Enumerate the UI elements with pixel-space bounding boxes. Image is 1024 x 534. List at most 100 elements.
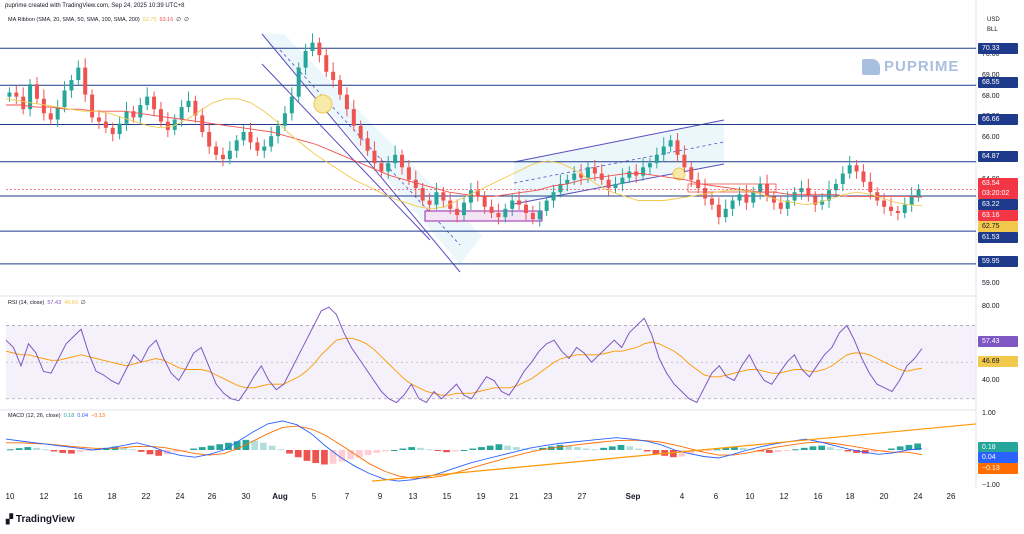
time-tick-label: 21 bbox=[509, 492, 519, 501]
candle-body bbox=[234, 140, 239, 151]
macd-tick-label: −1.00 bbox=[982, 482, 1000, 490]
price-badge: 63.16 bbox=[978, 210, 1018, 221]
macd-histogram-bar bbox=[129, 449, 136, 451]
ma-value-2: 63.16 bbox=[159, 17, 174, 23]
macd-histogram-bar bbox=[591, 449, 599, 451]
candle-body bbox=[338, 80, 343, 95]
macd-histogram-bar bbox=[268, 445, 276, 450]
time-tick-label: 27 bbox=[577, 492, 587, 501]
macd-histogram-bar bbox=[617, 444, 625, 450]
candle-body bbox=[152, 96, 157, 110]
candle-body bbox=[861, 171, 866, 182]
macd-histogram-bar bbox=[312, 450, 320, 464]
candle-body bbox=[220, 154, 225, 159]
candle-body bbox=[668, 140, 673, 147]
ascending-channel-line bbox=[513, 163, 725, 205]
macd-histogram-bar bbox=[294, 450, 302, 458]
macd-histogram-bar bbox=[207, 445, 215, 450]
macd-trend-line bbox=[371, 423, 977, 482]
macd-histogram-bar bbox=[678, 450, 686, 457]
macd-histogram-bar bbox=[347, 450, 354, 460]
candle-body bbox=[448, 200, 453, 209]
macd-histogram-bar bbox=[286, 450, 293, 454]
candle-body bbox=[475, 190, 480, 197]
time-tick-label: 18 bbox=[845, 492, 855, 501]
candle-body bbox=[165, 121, 170, 130]
ma-value-4: ∅ bbox=[184, 17, 189, 23]
candle-body bbox=[613, 183, 618, 189]
time-tick-label: Sep bbox=[625, 492, 641, 501]
macd-histogram-bar bbox=[85, 450, 93, 451]
price-badge: 64.87 bbox=[978, 151, 1018, 162]
candle-body bbox=[317, 42, 322, 56]
candle-body bbox=[799, 188, 804, 193]
macd-histogram-bar bbox=[259, 442, 267, 450]
candle-body bbox=[227, 150, 232, 159]
macd-histogram-bar bbox=[643, 450, 651, 452]
candle-body bbox=[262, 146, 267, 151]
macd-legend[interactable]: MACD (12, 26, close) 0.18 0.04 −0.13 bbox=[8, 413, 108, 419]
macd-histogram-bar bbox=[451, 450, 459, 452]
macd-histogram-bar bbox=[765, 450, 773, 453]
candle-body bbox=[716, 204, 721, 218]
candle-body bbox=[833, 183, 838, 191]
candle-body bbox=[289, 96, 294, 114]
candle-body bbox=[785, 200, 790, 209]
macd-histogram-bar bbox=[713, 449, 721, 451]
candle-body bbox=[214, 146, 219, 155]
candle-body bbox=[48, 113, 53, 120]
currency-code: USD bbox=[987, 17, 1000, 23]
candle-body bbox=[723, 208, 728, 218]
macd-histogram-bar bbox=[905, 444, 913, 450]
rsi-value-3: ∅ bbox=[80, 300, 86, 306]
rsi-badge: 57.43 bbox=[978, 336, 1018, 347]
tradingview-logo[interactable]: ▞ TradingView bbox=[6, 514, 75, 525]
highlight-circle bbox=[313, 94, 333, 114]
macd-histogram-bar bbox=[146, 450, 154, 455]
resistance-box bbox=[687, 183, 777, 193]
chart-header: puprime created with TradingView.com, Se… bbox=[5, 3, 185, 9]
candle-body bbox=[241, 132, 246, 141]
candle-body bbox=[902, 204, 907, 213]
consolidation-box bbox=[424, 210, 543, 222]
ma-value-1: 62.75 bbox=[142, 17, 157, 23]
candle-body bbox=[393, 154, 398, 164]
candle-body bbox=[7, 92, 12, 97]
candle-body bbox=[55, 107, 60, 120]
candle-body bbox=[806, 188, 811, 197]
candle-body bbox=[344, 94, 349, 110]
tv-icon: ▞ bbox=[6, 514, 13, 524]
rsi-value: 57.43 bbox=[47, 300, 62, 306]
macd-histogram-bar bbox=[41, 449, 49, 451]
candle-body bbox=[820, 200, 825, 205]
candle-body bbox=[83, 67, 88, 95]
macd-histogram-bar bbox=[582, 448, 590, 450]
time-tick-label: 13 bbox=[408, 492, 418, 501]
candle-body bbox=[847, 165, 852, 174]
price-tick-label: 59.00 bbox=[982, 279, 1000, 287]
candle-body bbox=[737, 194, 742, 201]
price-badge: 03:20:02 bbox=[978, 188, 1018, 199]
candle-body bbox=[558, 183, 563, 193]
time-tick-label: Aug bbox=[272, 492, 288, 501]
candle-body bbox=[771, 196, 776, 203]
candle-body bbox=[709, 198, 714, 205]
candle-body bbox=[689, 167, 694, 180]
candle-body bbox=[117, 123, 122, 135]
candle-body bbox=[661, 146, 666, 155]
currency-label: USD BLL bbox=[987, 15, 1000, 35]
ma-ribbon-legend[interactable]: MA Ribbon (SMA, 20, SMA, 50, SMA, 100, S… bbox=[8, 17, 192, 23]
rsi-line bbox=[5, 306, 923, 404]
candle-body bbox=[765, 183, 770, 197]
time-tick-label: 10 bbox=[5, 492, 15, 501]
rsi-legend[interactable]: RSI (14, close) 57.43 46.69 ∅ bbox=[8, 300, 89, 306]
time-tick-label: 6 bbox=[713, 492, 719, 501]
candle-body bbox=[14, 92, 19, 97]
macd-histogram-bar bbox=[50, 450, 58, 452]
candle-body bbox=[654, 154, 659, 164]
macd-histogram-bar bbox=[329, 450, 337, 464]
time-tick-label: 10 bbox=[745, 492, 755, 501]
candle-body bbox=[413, 179, 418, 189]
macd-histogram-bar bbox=[181, 450, 189, 451]
